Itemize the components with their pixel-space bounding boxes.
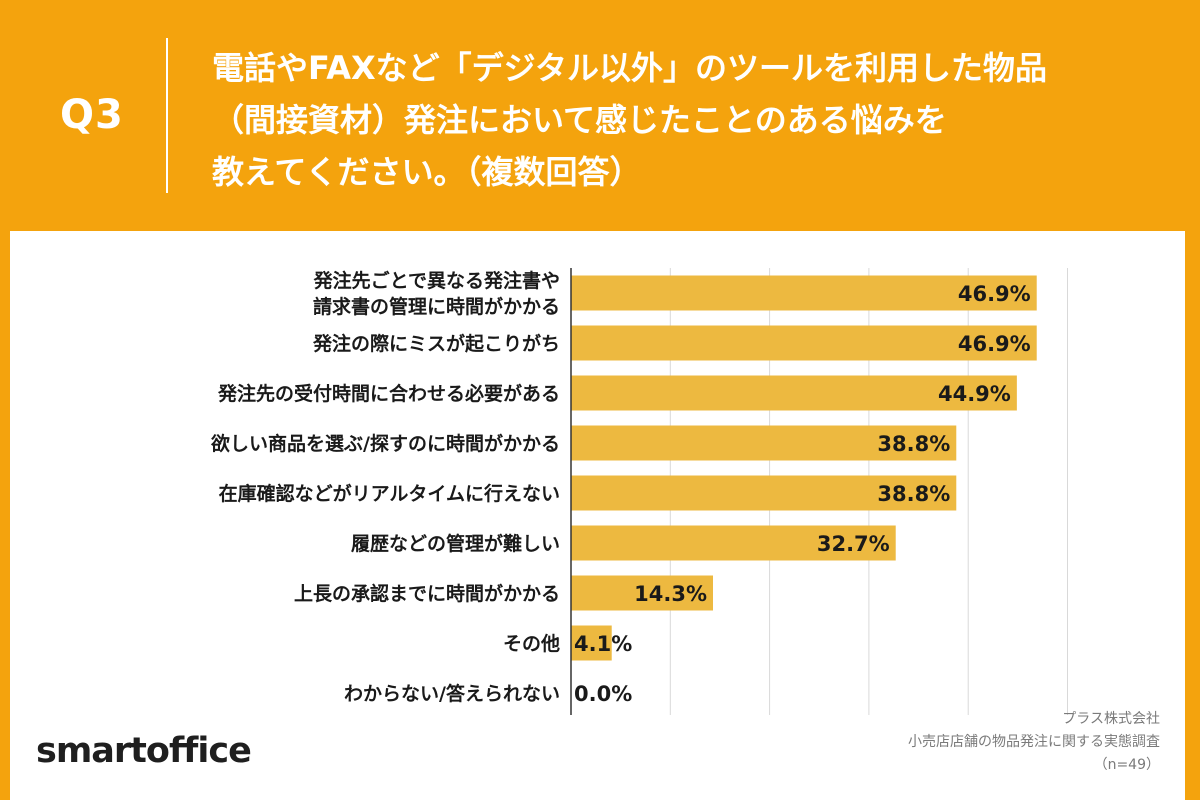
chart-panel: 46.9% 発注先ごとで異なる発注書や 請求書の管理に時間がかかる 46.9% 発注の際… — [10, 231, 1185, 800]
category-label: 在庫確認などがリアルタイムに行えない — [219, 482, 560, 505]
question-line-1: 電話やFAXなど「デジタル以外」のツールを利用した物品 — [212, 49, 1047, 87]
value-label: 44.9% — [938, 382, 1011, 406]
question-number: Q3 — [60, 92, 124, 138]
header-divider — [166, 38, 168, 193]
category-label: 欲しい商品を選ぶ/探すのに時間がかかる — [210, 432, 560, 455]
value-label: 14.3% — [634, 582, 707, 606]
bar — [571, 325, 1037, 361]
bar — [571, 525, 896, 561]
source-sample-size: （n=49） — [1093, 757, 1160, 773]
source-survey: 小売店店舗の物品発注に関する実態調査 — [908, 734, 1160, 750]
value-label: 46.9% — [958, 282, 1031, 306]
bar — [571, 625, 612, 661]
value-label: 32.7% — [817, 532, 890, 556]
bar — [571, 375, 1017, 411]
value-label: 38.8% — [877, 482, 950, 506]
bar — [571, 475, 957, 511]
value-label: 4.1% — [574, 632, 632, 656]
value-label: 46.9% — [958, 332, 1031, 356]
category-label: 履歴などの管理が難しい — [351, 532, 560, 555]
category-label: その他 — [503, 632, 560, 655]
bar — [571, 275, 1037, 311]
category-label: 発注先ごとで異なる発注書や — [313, 269, 560, 292]
bar — [571, 575, 713, 611]
question-text: 電話やFAXなど「デジタル以外」のツールを利用した物品 （間接資材）発注において… — [212, 42, 1172, 198]
source-company: プラス株式会社 — [1062, 711, 1160, 727]
value-label: 38.8% — [877, 432, 950, 456]
question-line-2: （間接資材）発注において感じたことのある悩みを — [212, 101, 947, 139]
source-note: プラス株式会社 小売店店舗の物品発注に関する実態調査 （n=49） — [908, 708, 1160, 777]
category-label: わからない/答えられない — [344, 682, 560, 705]
category-label: 発注先の受付時間に合わせる必要がある — [217, 382, 560, 405]
bar — [571, 425, 957, 461]
category-label: 上長の承認までに時間がかかる — [294, 582, 560, 605]
question-line-3: 教えてください。（複数回答） — [212, 153, 642, 191]
category-label: 請求書の管理に時間がかかる — [313, 295, 560, 318]
smartoffice-logo: smartoffice — [36, 731, 252, 771]
value-label: 0.0% — [574, 682, 632, 706]
category-label: 発注の際にミスが起こりがち — [312, 332, 560, 355]
